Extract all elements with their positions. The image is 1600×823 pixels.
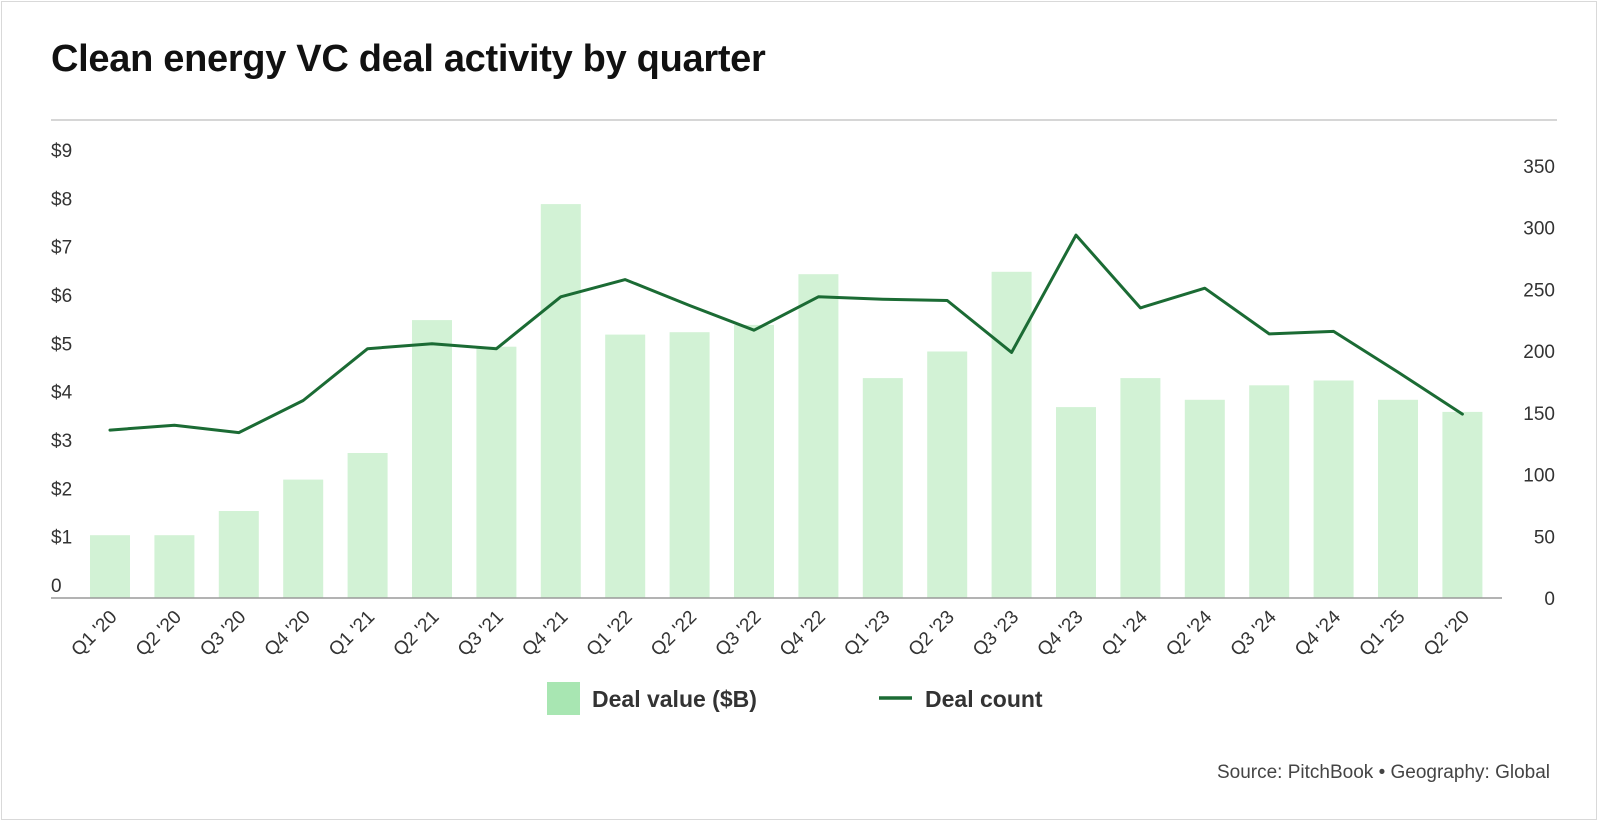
- left-axis-tick-label: $6: [51, 286, 72, 307]
- bar-deal-value: [927, 351, 968, 598]
- x-axis-tick-label: Q3 '23: [969, 607, 1023, 661]
- bar-deal-value: [1313, 380, 1354, 598]
- left-axis-tick-label: $2: [51, 479, 72, 500]
- bar-deal-value: [669, 332, 710, 598]
- x-axis-tick-label: Q4 '20: [261, 607, 315, 661]
- line-deal-count: [108, 233, 1464, 435]
- x-axis-tick-label: Q1 '20: [68, 607, 122, 661]
- x-axis-tick-label: Q3 '22: [712, 607, 766, 661]
- x-axis-tick-label: Q4 '23: [1034, 607, 1088, 661]
- x-axis-tick-label: Q2 '21: [390, 607, 444, 661]
- bar-deal-value: [154, 535, 195, 598]
- x-axis-tick-label: Q1 '22: [583, 607, 637, 661]
- left-axis-tick-label: $1: [51, 528, 72, 549]
- bar-deal-value: [1249, 385, 1290, 598]
- legend-label-deal-value: Deal value ($B): [592, 686, 757, 712]
- title-divider: [51, 119, 1557, 121]
- line-series: [108, 233, 1464, 435]
- bar-deal-value: [1184, 399, 1225, 598]
- x-axis-tick-label: Q1 '24: [1098, 606, 1152, 660]
- x-axis-tick-label: Q2 '23: [905, 607, 959, 661]
- bar-deal-value: [283, 479, 324, 598]
- x-axis-tick-label: Q3 '20: [196, 607, 250, 661]
- left-axis-tick-label: $5: [51, 334, 72, 355]
- x-axis-tick-label: Q2 '20: [132, 607, 186, 661]
- x-axis-tick-label: Q4 '22: [776, 607, 830, 661]
- right-axis-tick-label: 150: [1523, 404, 1555, 425]
- x-axis-tick-label: Q1 '23: [840, 607, 894, 661]
- bar-deal-value: [1056, 407, 1096, 598]
- left-axis-tick-label: $3: [51, 431, 72, 452]
- right-axis-tick-label: 350: [1523, 157, 1555, 178]
- bar-deal-value: [1442, 411, 1483, 598]
- right-axis-ticks: 0 50 100 150 200 250 300 350: [1523, 157, 1555, 610]
- bar-deal-value: [1120, 378, 1161, 598]
- bar-deal-value: [347, 453, 388, 598]
- bar-deal-value: [991, 271, 1032, 599]
- x-axis-ticks: Q1 '20 Q2 '20 Q3 '20 Q4 '20 Q1 '21 Q2 '21 Q3 '…: [68, 606, 1474, 660]
- bar-deal-value: [540, 204, 581, 598]
- right-axis-tick-label: 200: [1523, 342, 1555, 363]
- bar-series: [90, 204, 1483, 599]
- chart-title: Clean energy VC deal activity by quarter: [51, 38, 766, 80]
- left-axis-tick-label: $8: [51, 189, 72, 210]
- right-axis-tick-label: 100: [1523, 466, 1555, 487]
- x-axis-tick-label: Q3 '24: [1227, 606, 1281, 660]
- legend-label-deal-count: Deal count: [925, 686, 1043, 712]
- left-axis-tick-label: $9: [51, 141, 72, 162]
- source-note: Source: PitchBook • Geography: Global: [1216, 762, 1550, 783]
- bar-deal-value: [412, 320, 452, 598]
- x-axis-tick-label: Q2 '20: [1420, 607, 1474, 661]
- x-axis-tick-label: Q1 '25: [1356, 607, 1410, 661]
- x-axis-tick-label: Q4 '24: [1291, 606, 1345, 660]
- right-axis-tick-label: 250: [1523, 280, 1555, 301]
- bar-deal-value: [862, 378, 903, 598]
- left-axis-tick-label: $7: [51, 238, 72, 259]
- legend-swatch-deal-value: [547, 682, 580, 715]
- x-axis-tick-label: Q2 '22: [647, 607, 701, 661]
- bar-deal-value: [734, 324, 774, 598]
- right-axis-tick-label: 300: [1523, 219, 1555, 240]
- x-axis-tick-label: Q3 '21: [454, 607, 508, 661]
- bar-deal-value: [218, 511, 259, 598]
- bar-deal-value: [90, 535, 130, 598]
- bar-deal-value: [476, 346, 517, 598]
- left-axis-ticks: 0 $1 $2 $3 $4 $5 $6 $7 $8 $9: [51, 141, 73, 597]
- bar-deal-value: [798, 274, 839, 598]
- bar-deal-value: [1378, 399, 1418, 598]
- right-axis-tick-label: 50: [1534, 527, 1555, 548]
- left-axis-tick-label: $4: [51, 383, 73, 404]
- x-axis-tick-label: Q2 '24: [1162, 606, 1216, 660]
- legend: Deal value ($B) Deal count: [547, 682, 1043, 715]
- right-axis-tick-label: 0: [1544, 589, 1555, 610]
- left-axis-tick-label: 0: [51, 576, 62, 597]
- x-axis-tick-label: Q4 '21: [518, 607, 572, 661]
- bar-deal-value: [605, 334, 646, 598]
- x-axis-tick-label: Q1 '21: [325, 607, 379, 661]
